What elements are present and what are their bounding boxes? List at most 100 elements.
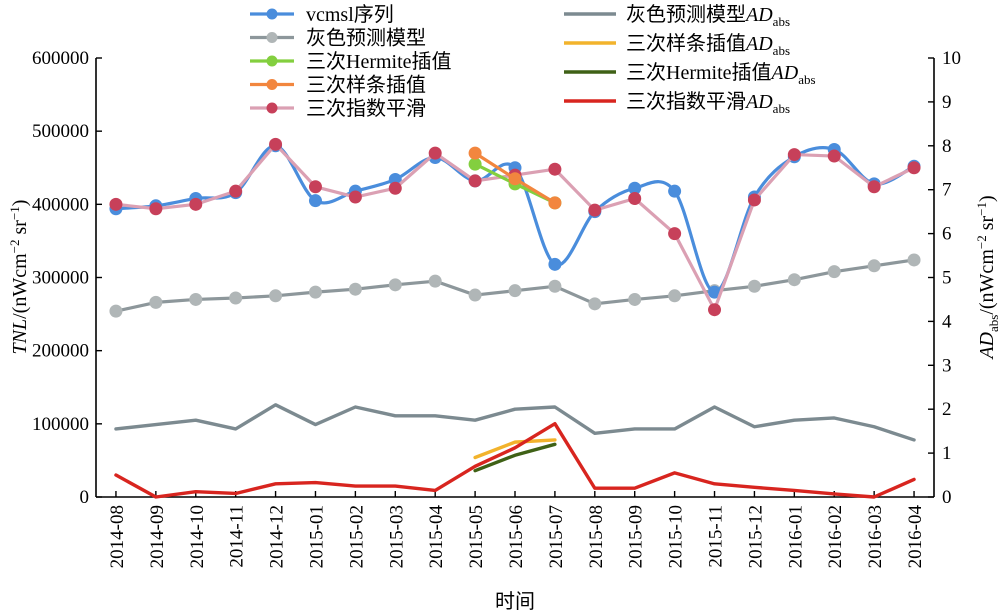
data-point [747, 193, 761, 207]
data-point [269, 289, 283, 303]
data-point [867, 259, 881, 273]
x-tick-label: 2015-09 [626, 505, 647, 568]
data-point [508, 172, 522, 186]
data-point [229, 184, 243, 198]
x-tick-label: 2015-03 [386, 505, 407, 568]
x-tick-label: 2014-09 [147, 505, 168, 568]
left-y-tick-label: 100000 [32, 414, 89, 435]
data-point [548, 257, 562, 271]
left-y-tick-label: 400000 [32, 194, 89, 215]
right-y-tick-label: 8 [942, 136, 952, 157]
left-y-tick-label: 200000 [32, 341, 89, 362]
data-point [668, 227, 682, 241]
data-point [668, 184, 682, 198]
data-point [907, 161, 921, 175]
data-point [109, 197, 123, 211]
data-point [189, 197, 203, 211]
data-point [428, 146, 442, 160]
data-point [628, 191, 642, 205]
legend-label: 三次指数平滑ADabs [626, 90, 790, 116]
x-tick-label: 2014-11 [227, 505, 248, 568]
data-point [548, 196, 562, 210]
legend-label: 三次样条插值ADabs [626, 32, 790, 58]
data-point [867, 180, 881, 194]
data-point [588, 297, 602, 311]
series-ad-abs [473, 438, 557, 460]
x-tick-label: 2014-12 [267, 505, 288, 568]
legend-item [250, 79, 294, 90]
series-ad-abs [114, 421, 916, 499]
legend-label: 灰色预测模型ADabs [626, 3, 790, 29]
x-tick-label: 2015-12 [745, 505, 766, 568]
data-point [628, 292, 642, 306]
data-point [508, 284, 522, 298]
left-y-tick-label: 300000 [32, 268, 89, 289]
x-tick-label: 2015-10 [666, 505, 687, 568]
series-ad-abs [114, 403, 916, 442]
data-point [388, 278, 402, 292]
data-point [827, 149, 841, 163]
data-point [708, 285, 722, 299]
data-point [827, 265, 841, 279]
right-y-tick-label: 7 [942, 180, 952, 201]
data-point [747, 279, 761, 293]
data-point [468, 174, 482, 188]
x-tick-label: 2015-04 [426, 505, 447, 569]
data-point [308, 180, 322, 194]
x-tick-label: 2016-04 [905, 505, 926, 569]
data-point [548, 162, 562, 176]
x-tick-label: 2014-10 [187, 505, 208, 568]
series-vcmsl [109, 139, 921, 299]
x-tick-label: 2015-08 [586, 505, 607, 568]
data-point [229, 291, 243, 305]
data-point [348, 190, 362, 204]
legend-item [250, 55, 294, 67]
data-point [468, 157, 482, 171]
x-tick-label: 2015-05 [466, 505, 487, 568]
legend-label: vcmsl序列 [306, 3, 394, 26]
x-ticks: 2014-08 2014-09 2014-10 2014-11 2014-12 2015-… [107, 491, 926, 568]
series-layer [109, 137, 921, 499]
left-y-tick-label: 500000 [32, 121, 89, 142]
legend-marker [266, 8, 278, 20]
legend-marker [266, 55, 278, 67]
series-line [473, 442, 557, 473]
series-line [114, 403, 916, 442]
data-point [907, 253, 921, 267]
x-tick-label: 2015-01 [306, 505, 327, 568]
right-y-tick-label: 3 [942, 355, 952, 376]
x-tick-label: 2014-08 [107, 505, 128, 568]
data-point [588, 203, 602, 217]
x-tick-label: 2016-02 [825, 505, 846, 568]
legend-marker [266, 32, 278, 43]
x-tick-label: 2015-02 [346, 505, 367, 568]
data-point [308, 194, 322, 208]
series-line [473, 438, 557, 460]
series-hermite-ad-abs [473, 442, 557, 473]
series-series [109, 253, 921, 318]
left-y-tick-label: 600000 [32, 48, 89, 69]
left-y-ticks: 0 100000 200000 300000 400000 500000 600000 [32, 48, 102, 508]
data-point [308, 285, 322, 299]
data-point [428, 274, 442, 288]
data-point [149, 295, 163, 309]
series-line [114, 421, 916, 499]
series-series [468, 146, 562, 210]
data-point [189, 292, 203, 306]
x-tick-label: 2015-06 [506, 505, 527, 568]
left-y-axis-title: TNL/(nWcm−2 sr−1) [7, 200, 31, 355]
right-y-tick-label: 6 [942, 224, 952, 245]
data-point [149, 202, 163, 216]
legend-label: 三次指数平滑 [306, 97, 426, 120]
right-y-tick-label: 10 [942, 48, 961, 69]
data-point [668, 289, 682, 303]
legend-marker [266, 79, 278, 90]
legend-label: 三次Hermite插值 [306, 50, 452, 73]
data-point [548, 279, 562, 293]
legend-item [250, 32, 294, 43]
legend-item [250, 8, 294, 20]
data-point [388, 181, 402, 195]
right-y-ticks: 0 1 2 3 4 5 6 7 8 9 10 [928, 48, 961, 508]
